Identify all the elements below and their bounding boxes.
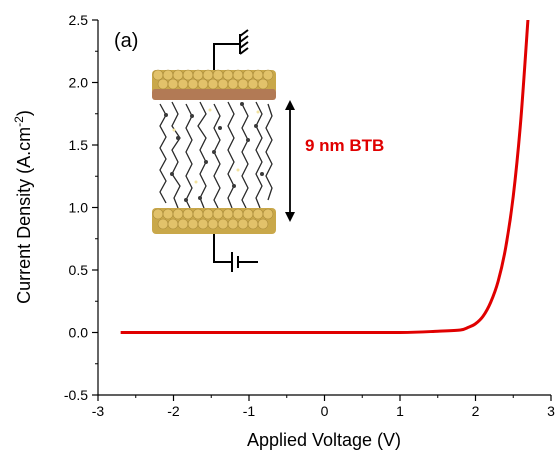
x-tick-label: 3 [547, 403, 555, 419]
x-tick-label: 2 [472, 403, 480, 419]
axis-tick-labels: -3 -2 -1 0 1 2 3 -0.5 0.0 0.5 1.0 1.5 2.0 2.5 [64, 12, 555, 419]
y-tick-label: 1.0 [69, 200, 89, 216]
y-tick-label: 0.5 [69, 262, 89, 278]
axis-ticks [92, 19, 552, 401]
x-axis-title: Applied Voltage (V) [247, 430, 401, 450]
btb-molecular-layer [159, 101, 273, 209]
y-axis-title: Current Density (A.cm-2) [12, 110, 34, 304]
top-gold-electrode [152, 69, 276, 100]
ground-symbol [213, 29, 249, 70]
y-tick-label: 1.5 [69, 137, 89, 153]
series-line [120, 20, 530, 335]
voltage-source-symbol [213, 234, 258, 272]
x-tick-label: 0 [321, 403, 329, 419]
junction-illustration [152, 29, 295, 272]
thickness-arrow [285, 100, 295, 222]
thickness-annotation: 9 nm BTB [305, 136, 384, 155]
x-tick-label: 1 [396, 403, 404, 419]
y-tick-label: 2.5 [69, 12, 89, 28]
y-tick-label: -0.5 [64, 387, 88, 403]
y-tick-label: 2.0 [69, 75, 89, 91]
x-tick-label: -1 [243, 403, 256, 419]
bottom-gold-electrode [152, 208, 276, 234]
y-tick-label: 0.0 [69, 325, 89, 341]
panel-label: (a) [114, 30, 138, 52]
x-tick-label: -3 [92, 403, 105, 419]
x-tick-label: -2 [167, 403, 180, 419]
